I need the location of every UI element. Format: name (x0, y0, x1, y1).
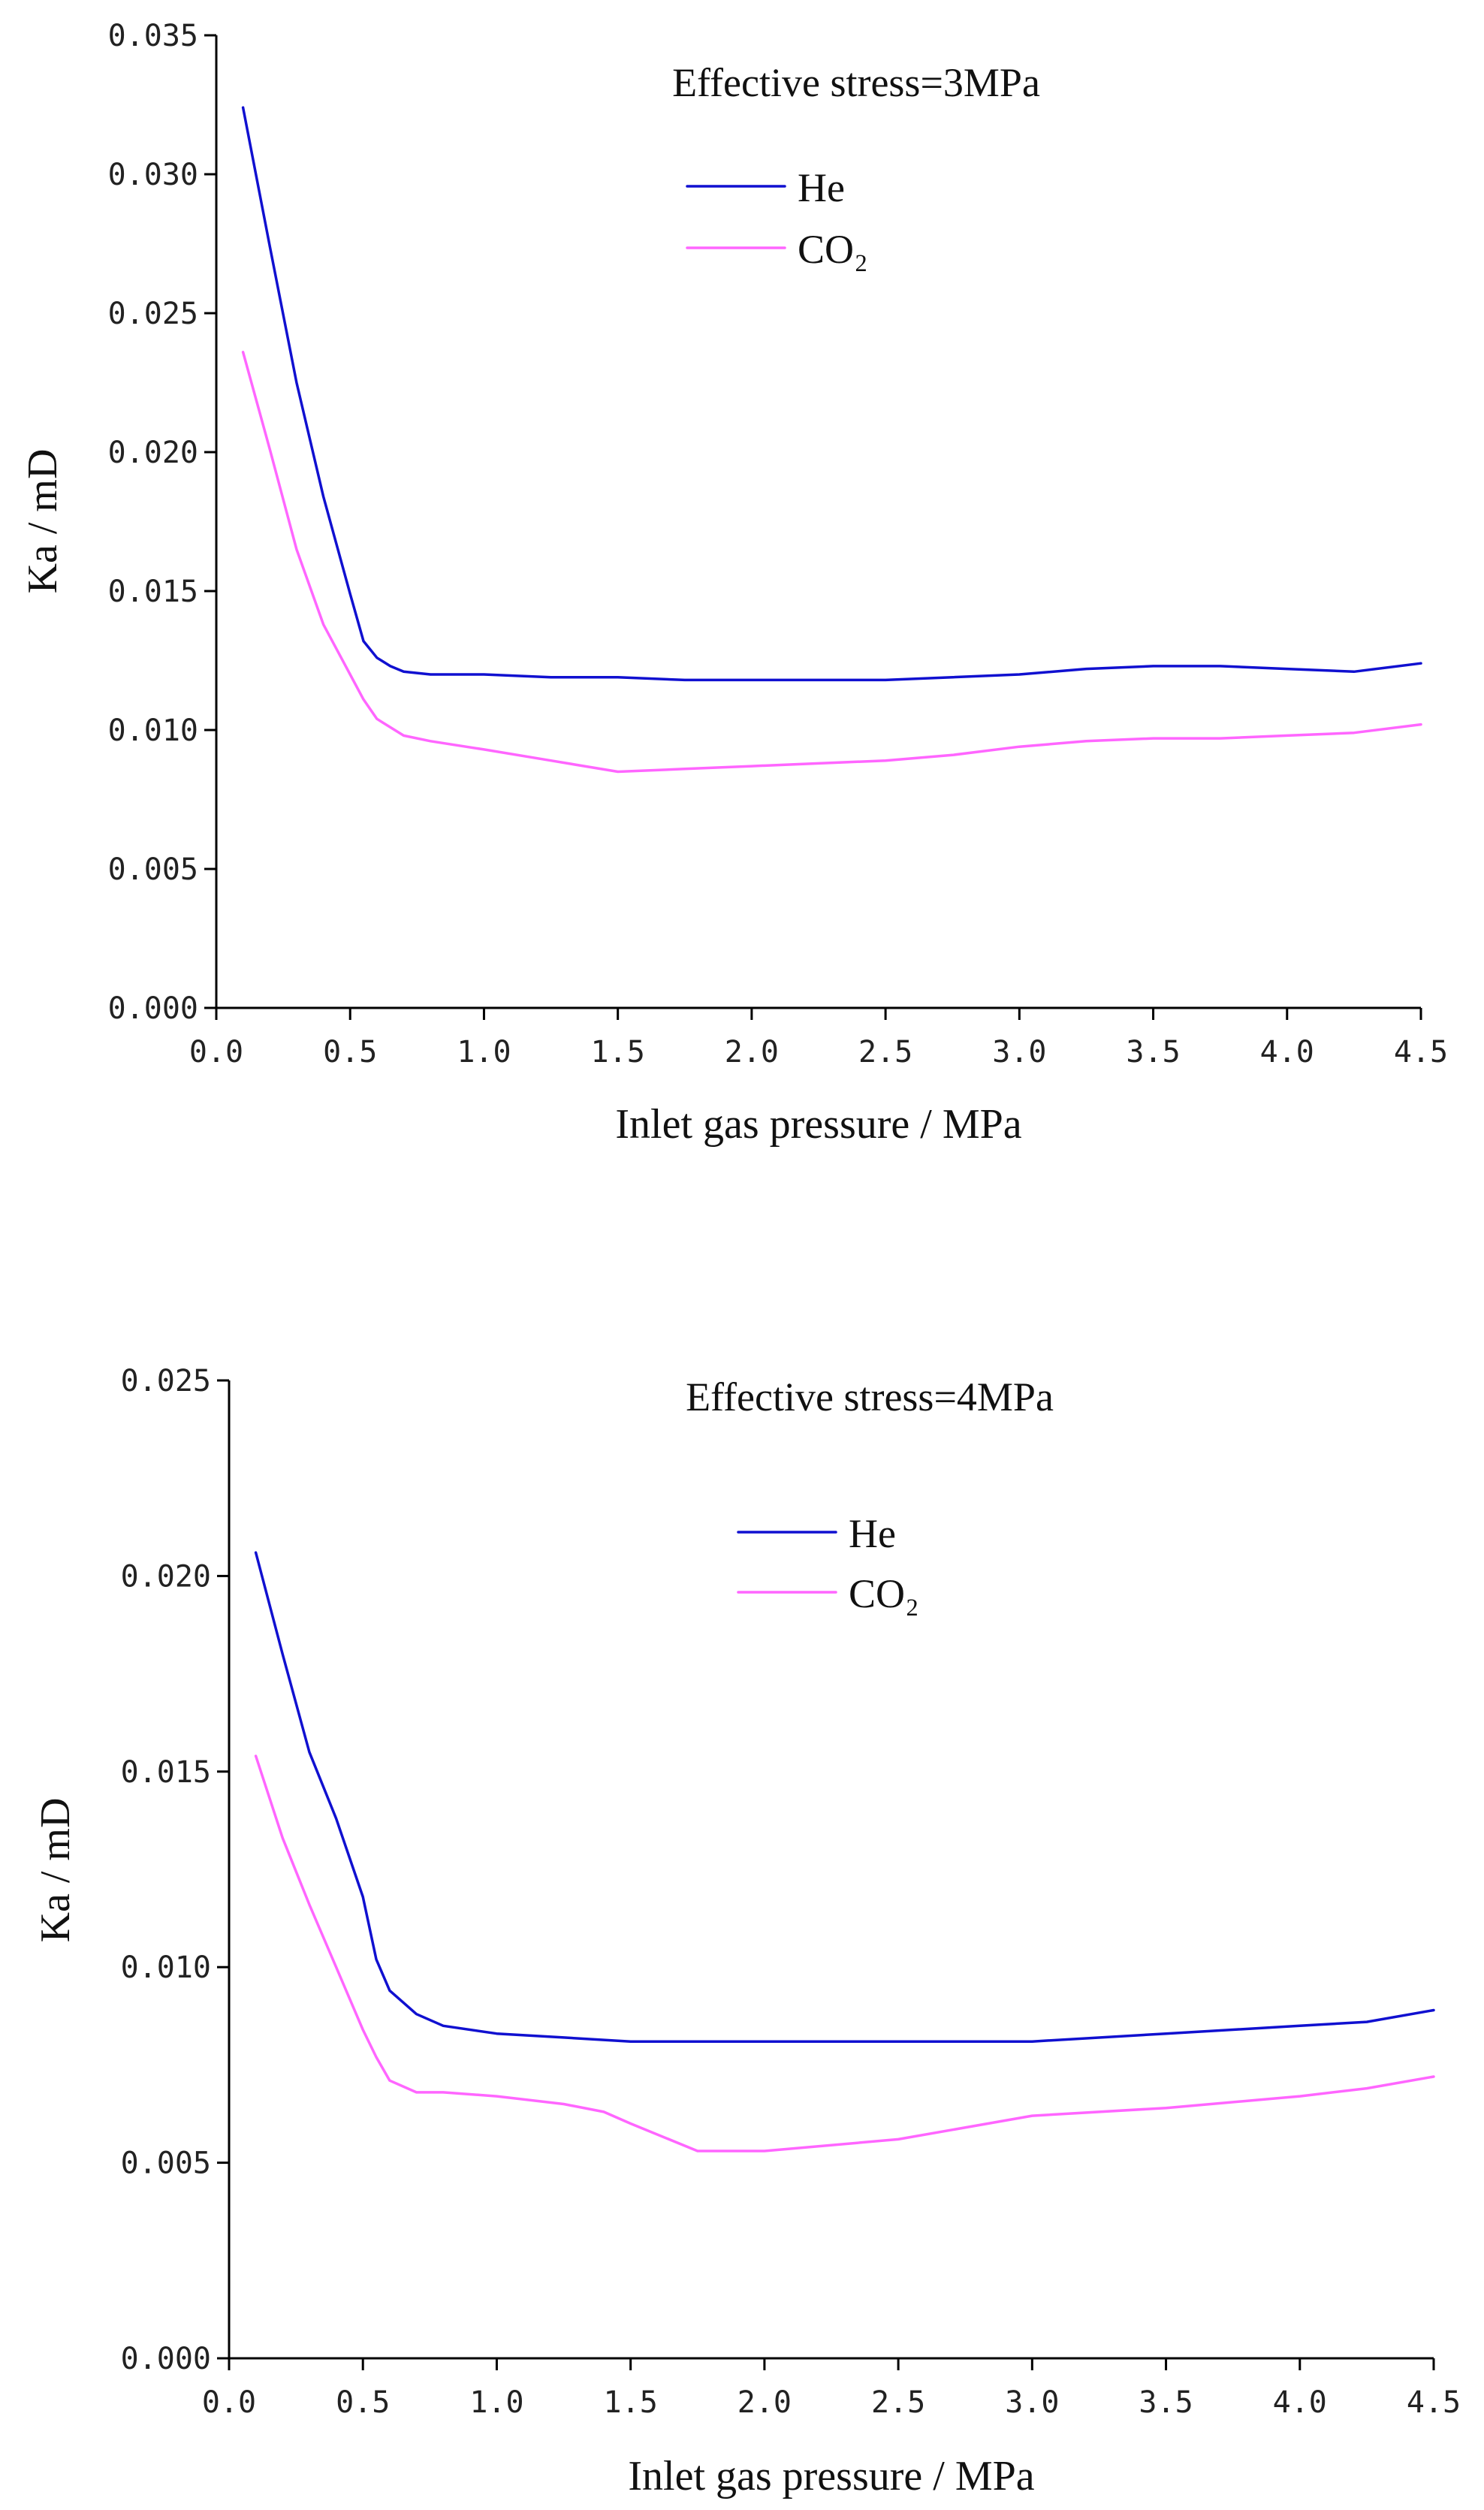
series-line-co2 (254, 1754, 1435, 2153)
series-line-he (254, 1551, 1435, 2043)
x-tick-label: 1.0 (457, 1035, 511, 1069)
x-tick-label: 4.0 (1260, 1035, 1314, 1069)
x-tick-label: 1.5 (591, 1035, 645, 1069)
y-tick-label: 0.030 (108, 158, 198, 192)
x-tick-label: 3.0 (1005, 2385, 1059, 2420)
y-axis-title: Ka / mD (20, 449, 66, 594)
x-tick-label: 2.5 (858, 1035, 912, 1069)
x-tick-label: 0.5 (336, 2385, 390, 2420)
series-line-he (241, 106, 1422, 682)
x-tick-label: 4.5 (1407, 2385, 1461, 2420)
x-tick-label: 1.5 (604, 2385, 658, 2420)
y-tick-label: 0.035 (108, 19, 198, 53)
y-tick-label: 0.015 (108, 575, 198, 609)
y-tick-label: 0.000 (108, 991, 198, 1026)
x-tick-label: 3.0 (992, 1035, 1046, 1069)
x-tick-label: 0.0 (189, 1035, 243, 1069)
y-tick-label: 0.020 (108, 436, 198, 470)
x-tick-label: 0.5 (323, 1035, 377, 1069)
x-axis-title: Inlet gas pressure / MPa (628, 2453, 1034, 2499)
x-tick-label: 0.0 (202, 2385, 256, 2420)
chart-top: 0.000 0.005 0.010 0.015 0.020 0.025 0.030 0.035… (20, 19, 1448, 1148)
x-ticks: 0.0 0.5 1.0 1.5 2.0 2.5 3.0 3.5 4.0 4.5 (202, 2358, 1461, 2420)
y-tick-label: 0.010 (121, 1950, 211, 1985)
y-ticks: 0.000 0.005 0.010 0.015 0.020 0.025 (121, 1364, 229, 2376)
chart-title: Effective stress=3MPa (672, 60, 1040, 105)
y-ticks: 0.000 0.005 0.010 0.015 0.020 0.025 0.030 0.035 (108, 19, 216, 1026)
x-tick-label: 2.0 (725, 1035, 779, 1069)
legend-label-co2: CO₂ (849, 1571, 919, 1616)
y-tick-label: 0.005 (121, 2146, 211, 2181)
y-tick-label: 0.010 (108, 713, 198, 748)
series-group (254, 1551, 1435, 2153)
x-tick-label: 2.0 (737, 2385, 792, 2420)
y-axis-title: Ka / mD (32, 1798, 79, 1943)
x-tick-label: 3.5 (1139, 2385, 1193, 2420)
x-tick-label: 4.0 (1273, 2385, 1327, 2420)
y-tick-label: 0.025 (108, 297, 198, 331)
legend-label-co2: CO₂ (798, 227, 868, 272)
x-tick-label: 4.5 (1394, 1035, 1448, 1069)
legend-label-he: He (849, 1511, 896, 1556)
x-tick-label: 2.5 (871, 2385, 925, 2420)
series-line-co2 (241, 351, 1422, 774)
chart-bottom: 0.000 0.005 0.010 0.015 0.020 0.025 0.0 0.5 1.0… (32, 1364, 1461, 2499)
y-tick-label: 0.005 (108, 852, 198, 887)
x-ticks: 0.0 0.5 1.0 1.5 2.0 2.5 3.0 3.5 4.0 4.5 (189, 1008, 1448, 1069)
x-tick-label: 3.5 (1126, 1035, 1180, 1069)
x-tick-label: 1.0 (469, 2385, 523, 2420)
series-group (241, 106, 1422, 774)
x-axis-title: Inlet gas pressure / MPa (615, 1101, 1021, 1148)
y-tick-label: 0.025 (121, 1364, 211, 1398)
legend-label-he: He (798, 165, 845, 210)
y-tick-label: 0.015 (121, 1755, 211, 1790)
y-tick-label: 0.020 (121, 1559, 211, 1594)
y-tick-label: 0.000 (121, 2342, 211, 2376)
chart-title: Effective stress=4MPa (686, 1374, 1054, 1419)
